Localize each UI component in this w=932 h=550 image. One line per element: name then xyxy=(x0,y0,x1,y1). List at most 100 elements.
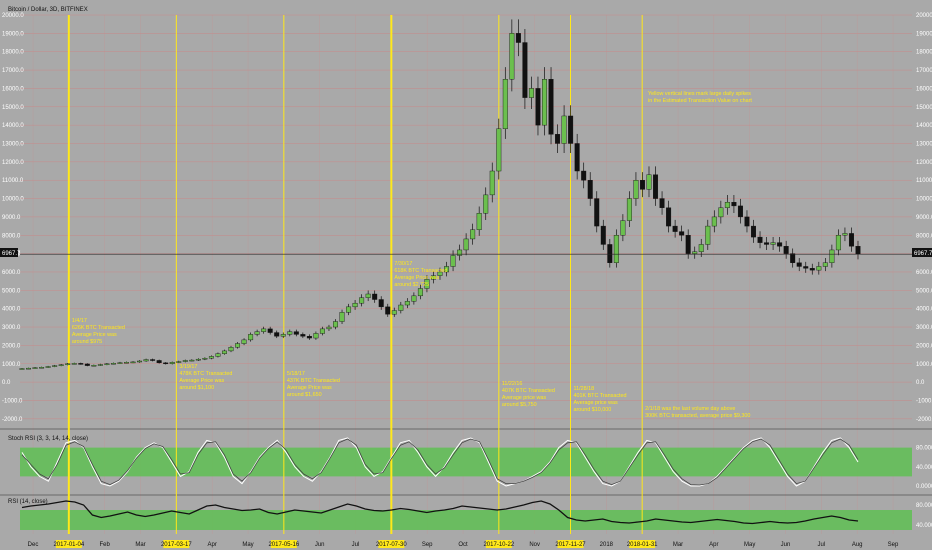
chart-note-line: Yellow vertical lines mark large daily s… xyxy=(648,91,751,97)
candle-up xyxy=(489,170,495,196)
x-tick-label: Sep xyxy=(888,542,899,548)
marker-annotation-line: 300K BTC transacted, average price $9,30… xyxy=(645,413,750,419)
candle-up xyxy=(542,79,547,126)
candle-up xyxy=(450,255,456,267)
candle-up xyxy=(65,363,71,365)
candle-up xyxy=(287,331,293,335)
y-tick-label: 18000.0 xyxy=(916,50,932,56)
candle-up xyxy=(208,356,214,359)
y-tick-label: 1000.0 xyxy=(2,362,21,368)
x-tick-label: Jun xyxy=(781,542,791,548)
marker-annotation-line: around $975 xyxy=(72,339,102,345)
candle-up xyxy=(104,363,110,365)
stoch-tick-label: 80.0000 xyxy=(916,446,932,452)
stoch-rsi-label: Stoch RSI (3, 3, 14, 14, close) xyxy=(8,436,88,442)
candle-down xyxy=(548,79,554,135)
y-tick-label: 16000.0 xyxy=(916,86,932,92)
rsi-line xyxy=(21,500,859,525)
candle-up xyxy=(692,251,698,254)
candle-up xyxy=(202,358,208,360)
candle-down xyxy=(653,174,659,199)
rsi-tick-label: 80.0000 xyxy=(916,503,932,509)
candle-down xyxy=(607,244,613,263)
y-tick-label: 9000.0 xyxy=(2,215,21,221)
x-tick-label: 2017-05-16 xyxy=(268,542,299,548)
stoch-line-D xyxy=(21,438,859,486)
y-tick-label: 17000.0 xyxy=(916,68,932,74)
marker-annotation-line: 478K BTC Transacted xyxy=(179,371,232,377)
candle-down xyxy=(306,336,312,339)
candle-up xyxy=(189,359,195,362)
marker-annotation-line: around $2,725 xyxy=(394,282,429,288)
marker-annotation-line: 3/19/17 xyxy=(179,364,197,370)
candle-up xyxy=(626,198,632,221)
candle-up xyxy=(822,262,828,267)
candle-up xyxy=(319,328,325,334)
marker-annotation-line: 2/1/18 was the last volume day above xyxy=(645,406,735,412)
price-tag-right xyxy=(912,248,932,257)
candle-up xyxy=(195,358,201,361)
candle-up xyxy=(91,365,97,367)
x-tick-label: 2018-01-31 xyxy=(627,542,658,548)
candle-up xyxy=(97,364,103,366)
y-tick-label: 20000.0 xyxy=(2,13,24,19)
marker-annotation-line: 5/18/17 xyxy=(287,371,305,377)
candle-down xyxy=(522,42,528,98)
marker-annotation-line: Average Price was xyxy=(394,275,439,281)
stoch-line-K xyxy=(21,437,859,487)
y-tick-label: 12000.0 xyxy=(916,160,932,166)
candle-down xyxy=(574,143,580,172)
candle-down xyxy=(78,363,84,365)
candle-up xyxy=(705,225,711,245)
marker-annotation-line: 401K BTC Transacted xyxy=(574,393,627,399)
candle-up xyxy=(620,220,626,236)
candle-up xyxy=(509,33,515,80)
candle-up xyxy=(633,179,639,199)
y-tick-label: 16000.0 xyxy=(2,86,24,92)
candle-up xyxy=(346,306,352,313)
candle-up xyxy=(829,249,835,263)
x-tick-label: Mar xyxy=(673,542,683,548)
candle-up xyxy=(241,339,247,344)
candle-up xyxy=(339,312,345,322)
price-tag-left-text: 6967.7 xyxy=(2,251,21,257)
candle-up xyxy=(770,242,776,245)
candle-down xyxy=(751,225,756,238)
y-tick-label: 14000.0 xyxy=(2,123,24,129)
marker-annotation-line: 11/28/18 xyxy=(574,386,595,392)
marker-annotation-line: 437K BTC Transacted xyxy=(287,378,340,384)
y-tick-label: 3000.0 xyxy=(916,325,932,331)
candle-down xyxy=(848,233,854,247)
candle-up xyxy=(176,361,182,363)
candle-up xyxy=(45,366,51,368)
candle-up xyxy=(718,207,724,218)
x-date-highlight xyxy=(270,540,297,548)
candle-down xyxy=(757,236,763,243)
candle-up xyxy=(313,333,319,339)
candle-down xyxy=(685,235,691,254)
y-tick-label: 11000.0 xyxy=(2,178,24,184)
candle-up xyxy=(646,174,652,190)
price-tag-left xyxy=(0,248,18,257)
candle-up xyxy=(117,362,123,364)
indicator-bands xyxy=(20,447,912,530)
candle-down xyxy=(156,360,162,364)
stoch-band xyxy=(20,447,912,477)
candle-up xyxy=(404,301,410,306)
x-tick-label: 2017-01-04 xyxy=(53,542,84,548)
y-tick-label: 15000.0 xyxy=(916,105,932,111)
candle-up xyxy=(496,128,502,172)
candle-up xyxy=(424,279,430,289)
candle-up xyxy=(411,295,417,302)
candle-up xyxy=(221,350,227,354)
y-tick-label: 4000.0 xyxy=(916,307,932,313)
y-tick-label: 5000.0 xyxy=(916,288,932,294)
y-tick-label: 8000.0 xyxy=(916,233,932,239)
candle-down xyxy=(274,332,280,337)
candle-up xyxy=(235,343,241,348)
candle-up xyxy=(476,213,482,230)
candle-up xyxy=(182,360,188,362)
candle-down xyxy=(587,179,593,199)
candle-up xyxy=(261,328,267,332)
candle-up xyxy=(137,360,143,363)
